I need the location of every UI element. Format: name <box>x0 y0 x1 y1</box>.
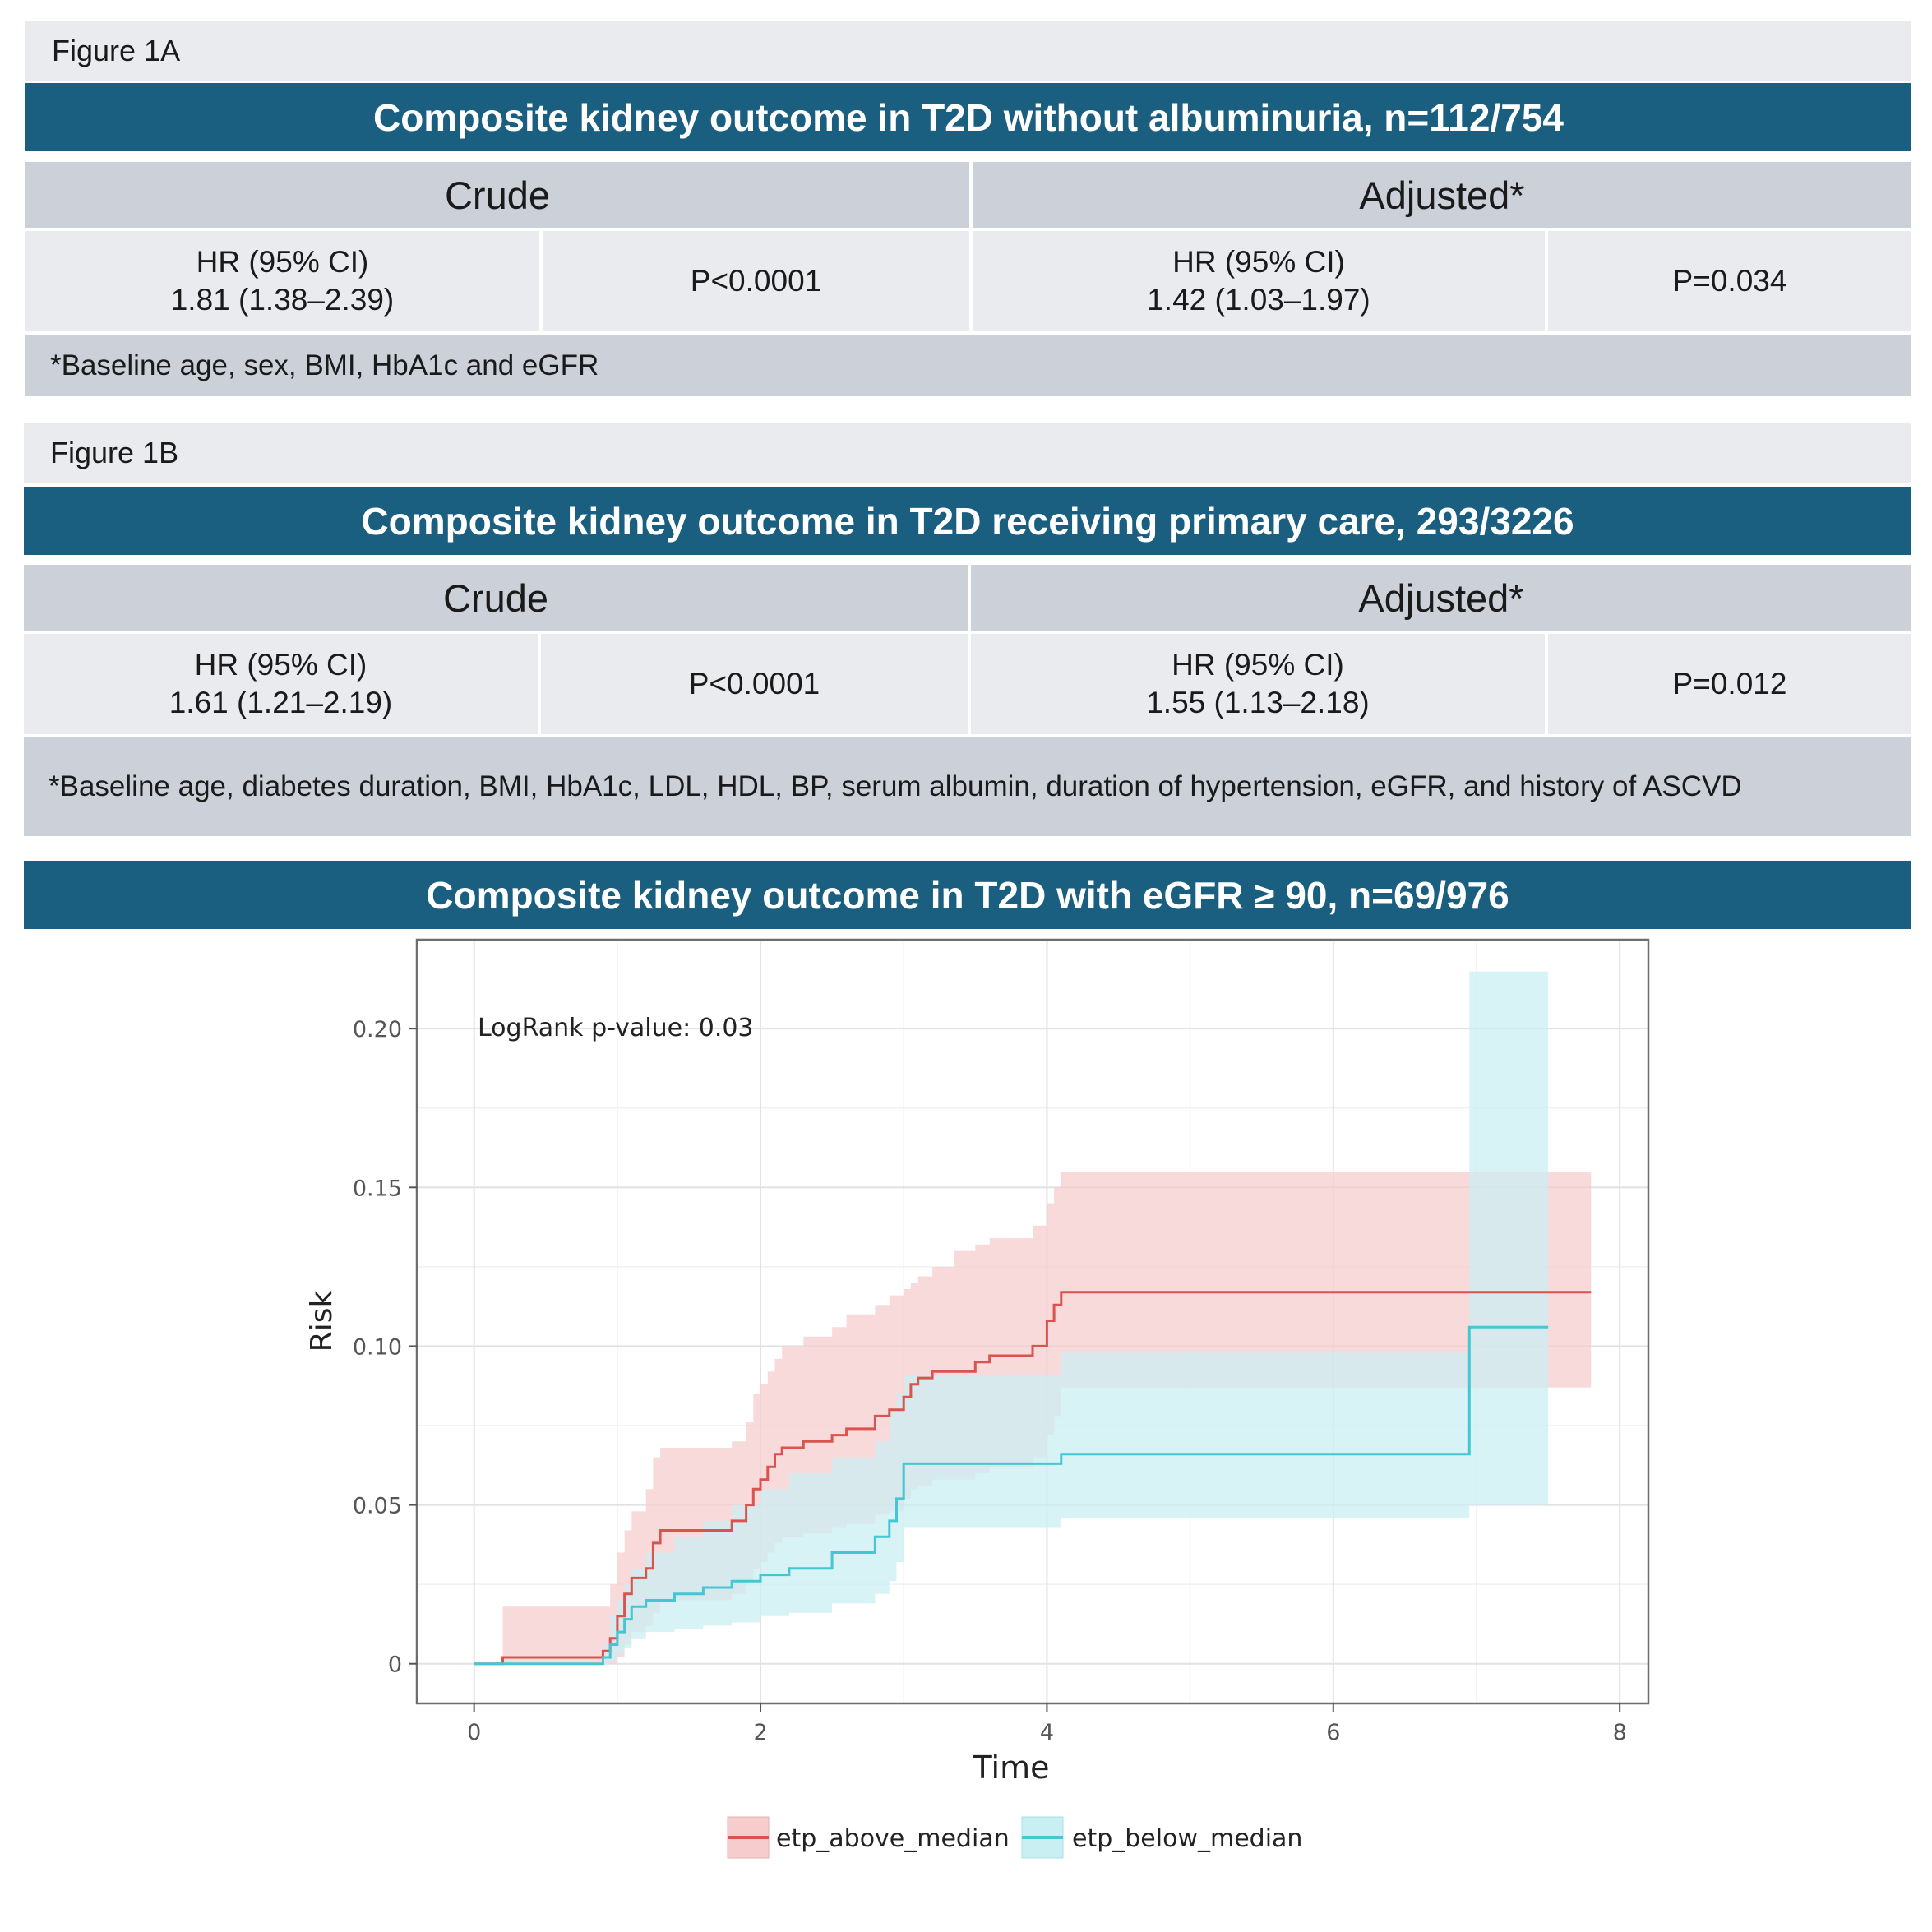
figure-1b-adjusted-hr-cell: HR (95% CI) 1.55 (1.13–2.18) <box>971 634 1545 734</box>
plot-border <box>415 938 1650 1705</box>
x-tick-label: 4 <box>1040 1720 1054 1745</box>
hr-value: 1.55 (1.13–2.18) <box>1146 686 1370 719</box>
hr-value: 1.81 (1.38–2.39) <box>170 283 395 317</box>
x-tick-label: 8 <box>1613 1720 1627 1745</box>
figure-1b-label: Figure 1B <box>24 423 1911 483</box>
figure-1a-crude-hr-cell: HR (95% CI) 1.81 (1.38–2.39) <box>25 231 539 331</box>
confidence-bands <box>474 971 1592 1664</box>
y-tick-label: 0.05 <box>353 1494 402 1519</box>
figure-1a-footnote: *Baseline age, sex, BMI, HbA1c and eGFR <box>25 335 1911 396</box>
risk-line-below <box>474 1325 1549 1666</box>
figure-1b-adjusted-header: Adjusted* <box>971 565 1911 631</box>
figure-1a-adjusted-header: Adjusted* <box>973 162 1911 228</box>
figure-1b-crude-hr-cell: HR (95% CI) 1.61 (1.21–2.19) <box>24 634 538 734</box>
hr-label: HR (95% CI) <box>196 244 369 279</box>
chart-banner: Composite kidney outcome in T2D with eGF… <box>24 861 1911 929</box>
hr-label: HR (95% CI) <box>194 647 367 682</box>
risk-curves <box>474 1291 1592 1666</box>
hr-value: 1.61 (1.21–2.19) <box>169 686 393 719</box>
axis-ticks: 0 2 4 6 8 0 0.05 0.10 0.15 0.20 <box>353 1017 1627 1745</box>
figure-1a-label: Figure 1A <box>25 21 1911 81</box>
figure-1a-title: Composite kidney outcome in T2D without … <box>25 83 1911 151</box>
legend-label-below: etp_below_median <box>1072 1824 1302 1853</box>
hr-value: 1.42 (1.03–1.97) <box>1147 283 1370 317</box>
y-tick-label: 0 <box>388 1652 402 1678</box>
figure-1b-footnote: *Baseline age, diabetes duration, BMI, H… <box>24 737 1911 836</box>
hr-label: HR (95% CI) <box>1172 244 1345 279</box>
figure-1a-crude-p: P<0.0001 <box>543 231 969 331</box>
risk-line-above <box>474 1291 1592 1666</box>
y-axis-label: Risk <box>305 1291 339 1352</box>
x-tick-label: 6 <box>1326 1720 1340 1745</box>
ci-band-below <box>474 971 1549 1664</box>
figure-1a-adjusted-hr-cell: HR (95% CI) 1.42 (1.03–1.97) <box>973 231 1545 331</box>
figure-1b-title: Composite kidney outcome in T2D receivin… <box>24 487 1911 555</box>
legend: etp_above_median etp_below_median <box>727 1816 1302 1859</box>
figure-1b-crude-p: P<0.0001 <box>541 634 968 734</box>
y-tick-label: 0.10 <box>353 1334 402 1360</box>
x-axis-label: Time <box>973 1749 1050 1786</box>
logrank-annotation: LogRank p-value: 0.03 <box>478 1014 754 1042</box>
figure-1a-adjusted-p: P=0.034 <box>1548 231 1911 331</box>
figure-1b-adjusted-p: P=0.012 <box>1548 634 1911 734</box>
y-tick-label: 0.20 <box>353 1017 402 1042</box>
legend-label-above: etp_above_median <box>776 1824 1010 1853</box>
figure-1a-crude-header: Crude <box>25 162 969 228</box>
x-tick-label: 0 <box>467 1720 481 1745</box>
figure-1b-crude-header: Crude <box>24 565 968 631</box>
y-tick-label: 0.15 <box>353 1176 402 1201</box>
x-tick-label: 2 <box>753 1720 767 1745</box>
hr-label: HR (95% CI) <box>1172 647 1344 682</box>
